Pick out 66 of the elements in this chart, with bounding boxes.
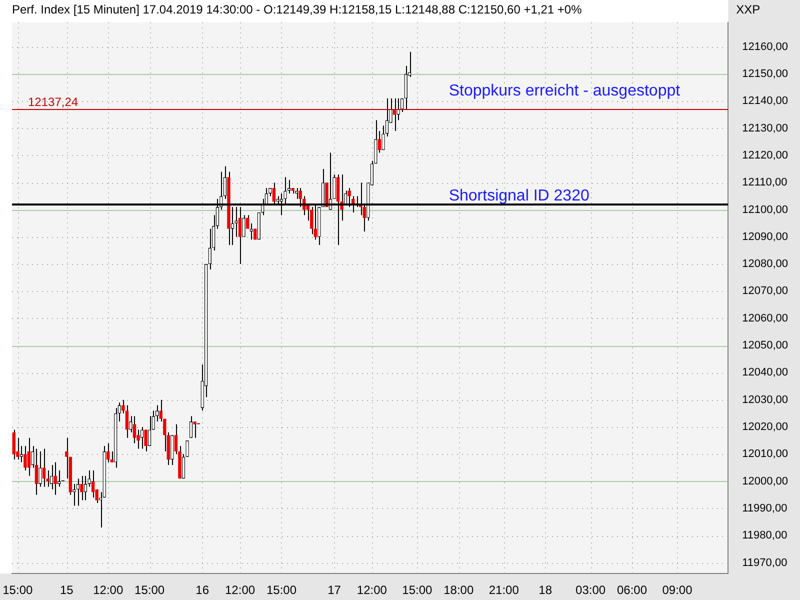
y-tick-label: 12100,00 — [742, 204, 788, 216]
x-tick-label: 18 — [538, 583, 552, 598]
y-tick-label: 12090,00 — [742, 230, 788, 243]
y-tick-label: 12160,00 — [742, 40, 788, 53]
x-tick-label: 12:00 — [225, 583, 256, 598]
candlestick — [132, 416, 136, 444]
candlestick — [34, 448, 38, 496]
ref-line-label: 12137,24 — [28, 94, 78, 109]
x-tick-label: 15 — [60, 583, 74, 598]
y-tick-label: 12010,00 — [742, 448, 788, 460]
candlestick — [385, 98, 389, 137]
x-tick-label: 12:00 — [356, 583, 388, 598]
y-tick-label: 12000,00 — [742, 475, 788, 488]
x-tick-label: 09:00 — [662, 583, 693, 598]
x-tick-label: 03:00 — [576, 583, 606, 598]
candlestick — [208, 228, 212, 270]
candlestick — [72, 483, 76, 506]
x-tick-label: 15:00 — [2, 583, 33, 598]
candlestick — [140, 426, 144, 450]
y-tick-label: 12070,00 — [742, 285, 788, 298]
candlestick — [193, 421, 196, 438]
y-tick-label: 12110,00 — [742, 176, 788, 189]
y-tick-label: 12120,00 — [742, 149, 788, 162]
y-tick-label: 12150,00 — [742, 68, 788, 80]
y-tick-label: 12020,00 — [742, 421, 788, 434]
y-tick-label: 12030,00 — [742, 394, 788, 406]
y-tick-label: 11970,00 — [742, 556, 788, 569]
annotation: Shortsignal ID 2320 — [448, 187, 590, 204]
candlestick — [182, 454, 186, 480]
y-tick-label: 11980,00 — [742, 530, 788, 542]
x-tick-label: 17 — [328, 583, 342, 598]
candlestick — [156, 404, 159, 422]
x-tick-label: 21:00 — [488, 583, 520, 598]
annotation: Stoppkurs erreicht - ausgestoppt — [448, 82, 681, 100]
chart-title: Perf. Index [15 Minuten] 17.04.2019 14:30:00 - O:12149,39 H:12158,15 L:12148,88 C:12150,60 +1,21 +0% — [12, 2, 582, 17]
candlestick — [42, 448, 46, 488]
x-tick-label: 15:00 — [266, 583, 297, 598]
candlestick — [24, 445, 27, 471]
x-tick-label: 15:00 — [402, 583, 433, 598]
y-tick-label: 12140,00 — [742, 95, 788, 108]
candlestick — [84, 475, 88, 501]
candlestick — [12, 429, 16, 460]
x-tick-label: 18:00 — [444, 583, 474, 598]
candlestick — [27, 437, 31, 476]
y-tick-label: 12040,00 — [742, 366, 788, 379]
candlestick — [58, 470, 61, 488]
y-tick-label: 12080,00 — [742, 258, 788, 270]
x-tick-label: 15:00 — [134, 583, 165, 598]
y-tick-label: 12130,00 — [742, 122, 788, 134]
candlestick — [144, 429, 148, 452]
y-axis-title: XXP — [736, 2, 760, 16]
y-tick-label: 12060,00 — [742, 312, 788, 324]
x-tick-label: 06:00 — [616, 583, 648, 598]
y-tick-label: 12050,00 — [742, 340, 788, 352]
candlestick — [189, 416, 193, 438]
y-tick-label: 11990,00 — [742, 502, 788, 514]
candlestick — [50, 464, 54, 490]
candlestick — [148, 416, 152, 446]
candlestick — [76, 478, 80, 506]
x-tick-label: 16 — [196, 583, 210, 598]
candlestick — [404, 65, 408, 110]
candlestick — [91, 470, 95, 498]
candlestick — [54, 462, 57, 496]
candlestick — [250, 222, 253, 240]
x-tick-label: 12:00 — [93, 583, 124, 598]
candlestick — [294, 188, 298, 200]
